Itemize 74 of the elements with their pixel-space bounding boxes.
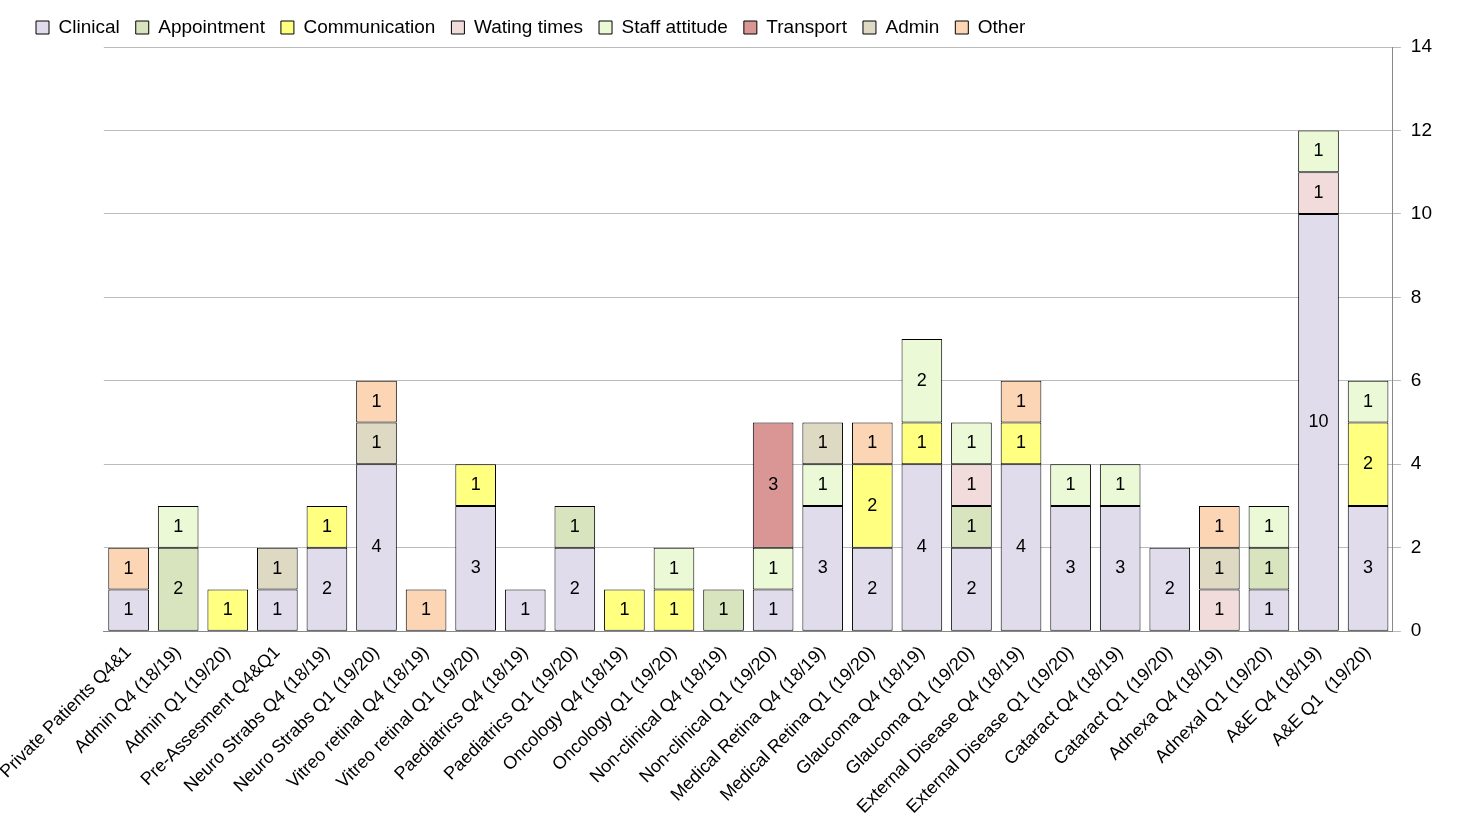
data-label: 1: [123, 557, 134, 578]
data-label: 1: [421, 598, 432, 619]
data-label: 1: [1263, 557, 1274, 578]
data-label: 2: [966, 578, 977, 599]
data-label: 1: [867, 432, 878, 453]
legend-label: Wating times: [473, 15, 584, 37]
y-tick-label: 2: [1410, 535, 1422, 557]
data-label: 1: [1115, 474, 1126, 495]
data-label: 1: [619, 598, 630, 619]
data-label: 3: [1065, 557, 1076, 578]
data-label: 10: [1308, 411, 1329, 432]
data-label: 1: [1016, 432, 1027, 453]
y-tick-label: 4: [1410, 452, 1422, 474]
data-label: 1: [272, 598, 283, 619]
data-label: 4: [916, 536, 927, 557]
data-label: 1: [668, 598, 679, 619]
data-label: 2: [173, 578, 184, 599]
legend-label: Other: [977, 15, 1026, 37]
data-label: 1: [1263, 515, 1274, 536]
data-label: 3: [1115, 557, 1126, 578]
data-label: 3: [817, 557, 828, 578]
data-label: 3: [470, 557, 481, 578]
data-label: 4: [371, 536, 382, 557]
data-label: 1: [817, 474, 828, 495]
data-label: 1: [371, 432, 382, 453]
data-label: 1: [1214, 515, 1225, 536]
y-tick-label: 14: [1410, 35, 1433, 57]
data-label: 2: [321, 578, 332, 599]
data-label: 1: [1313, 140, 1324, 161]
y-tick-label: 10: [1410, 202, 1433, 224]
data-label: 1: [768, 557, 779, 578]
y-tick-label: 6: [1410, 369, 1422, 391]
data-label: 1: [520, 598, 531, 619]
legend-label: Clinical: [58, 15, 120, 37]
data-label: 1: [222, 598, 233, 619]
data-label: 1: [1016, 390, 1027, 411]
data-label: 1: [668, 557, 679, 578]
data-label: 2: [569, 578, 580, 599]
data-label: 1: [1214, 598, 1225, 619]
data-label: 1: [371, 390, 382, 411]
data-label: 2: [916, 369, 927, 390]
data-label: 1: [1065, 474, 1076, 495]
data-label: 1: [321, 515, 332, 536]
data-label: 1: [1263, 598, 1274, 619]
y-tick-label: 8: [1410, 285, 1422, 307]
data-label: 1: [718, 598, 729, 619]
data-label: 1: [123, 598, 134, 619]
data-label: 1: [173, 515, 184, 536]
data-label: 1: [1214, 557, 1225, 578]
data-label: 2: [1363, 453, 1374, 474]
y-tick-label: 0: [1410, 619, 1422, 641]
legend-label: Admin: [885, 15, 940, 37]
data-label: 3: [1363, 557, 1374, 578]
data-label: 1: [1313, 182, 1324, 202]
data-label: 1: [916, 432, 927, 453]
data-label: 1: [966, 432, 977, 453]
data-label: 1: [272, 557, 283, 578]
data-label: 1: [1363, 390, 1374, 411]
data-label: 1: [569, 515, 580, 536]
data-label: 2: [867, 578, 878, 599]
data-label: 1: [966, 515, 977, 536]
legend-label: Appointment: [158, 15, 266, 37]
data-label: 1: [966, 474, 977, 495]
data-label: 2: [867, 494, 878, 515]
data-label: 2: [1164, 578, 1175, 599]
data-label: 1: [817, 432, 828, 453]
data-label: 1: [768, 598, 779, 619]
data-label: 3: [768, 474, 779, 495]
legend-label: Transport: [766, 15, 848, 37]
data-label: 1: [470, 474, 481, 495]
data-label: 4: [1016, 536, 1027, 557]
legend-label: Communication: [303, 15, 436, 37]
y-tick-label: 12: [1410, 118, 1433, 140]
legend-label: Staff attitude: [621, 15, 728, 37]
